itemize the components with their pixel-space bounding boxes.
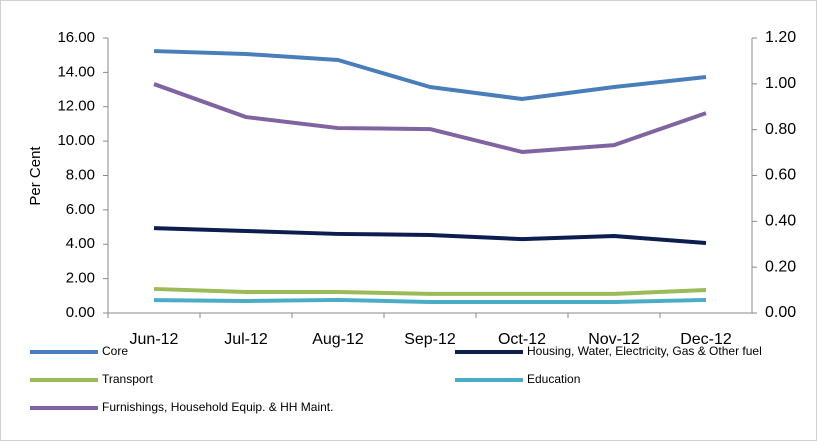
x-tick-label: Nov-12	[588, 331, 640, 348]
series-line	[153, 297, 707, 304]
series-line	[153, 82, 707, 154]
y2-tick-label: 0.40	[765, 213, 796, 230]
y-axis-label: Per Cent	[27, 146, 44, 206]
y2-tick-label: 0.20	[765, 258, 796, 275]
series-line	[153, 49, 707, 102]
y-tick-label: 8.00	[66, 166, 95, 183]
y2-tick-label: 1.00	[765, 75, 796, 92]
x-tick-label: Sep-12	[404, 331, 456, 348]
y-tick-label: 16.00	[57, 29, 95, 46]
y-tick-label: 0.00	[66, 304, 95, 321]
y2-tick-label: 0.00	[765, 304, 796, 321]
y2-tick-label: 0.60	[765, 167, 796, 184]
legend-label: Transport	[102, 372, 154, 386]
x-tick-label: Aug-12	[312, 331, 364, 348]
legend-label: Core	[102, 344, 128, 358]
y-tick-label: 12.00	[57, 98, 95, 115]
x-tick-label: Jul-12	[224, 331, 268, 348]
legend-label: Furnishings, Household Equip. & HH Maint…	[102, 400, 333, 414]
x-tick-label: Dec-12	[680, 331, 732, 348]
y2-tick-label: 0.80	[765, 121, 796, 138]
legend-label: Housing, Water, Electricity, Gas & Other…	[527, 344, 762, 358]
y-tick-label: 4.00	[66, 235, 95, 252]
series-line	[153, 286, 707, 296]
y-tick-label: 10.00	[57, 132, 95, 149]
y-tick-label: 6.00	[66, 201, 95, 218]
legend-label: Education	[527, 372, 580, 386]
x-tick-label: Oct-12	[498, 331, 546, 348]
series-line	[153, 226, 707, 246]
x-tick-label: Jun-12	[130, 331, 179, 348]
y-tick-label: 14.00	[57, 63, 95, 80]
y2-tick-label: 1.20	[765, 29, 796, 46]
y-tick-label: 2.00	[66, 270, 95, 287]
